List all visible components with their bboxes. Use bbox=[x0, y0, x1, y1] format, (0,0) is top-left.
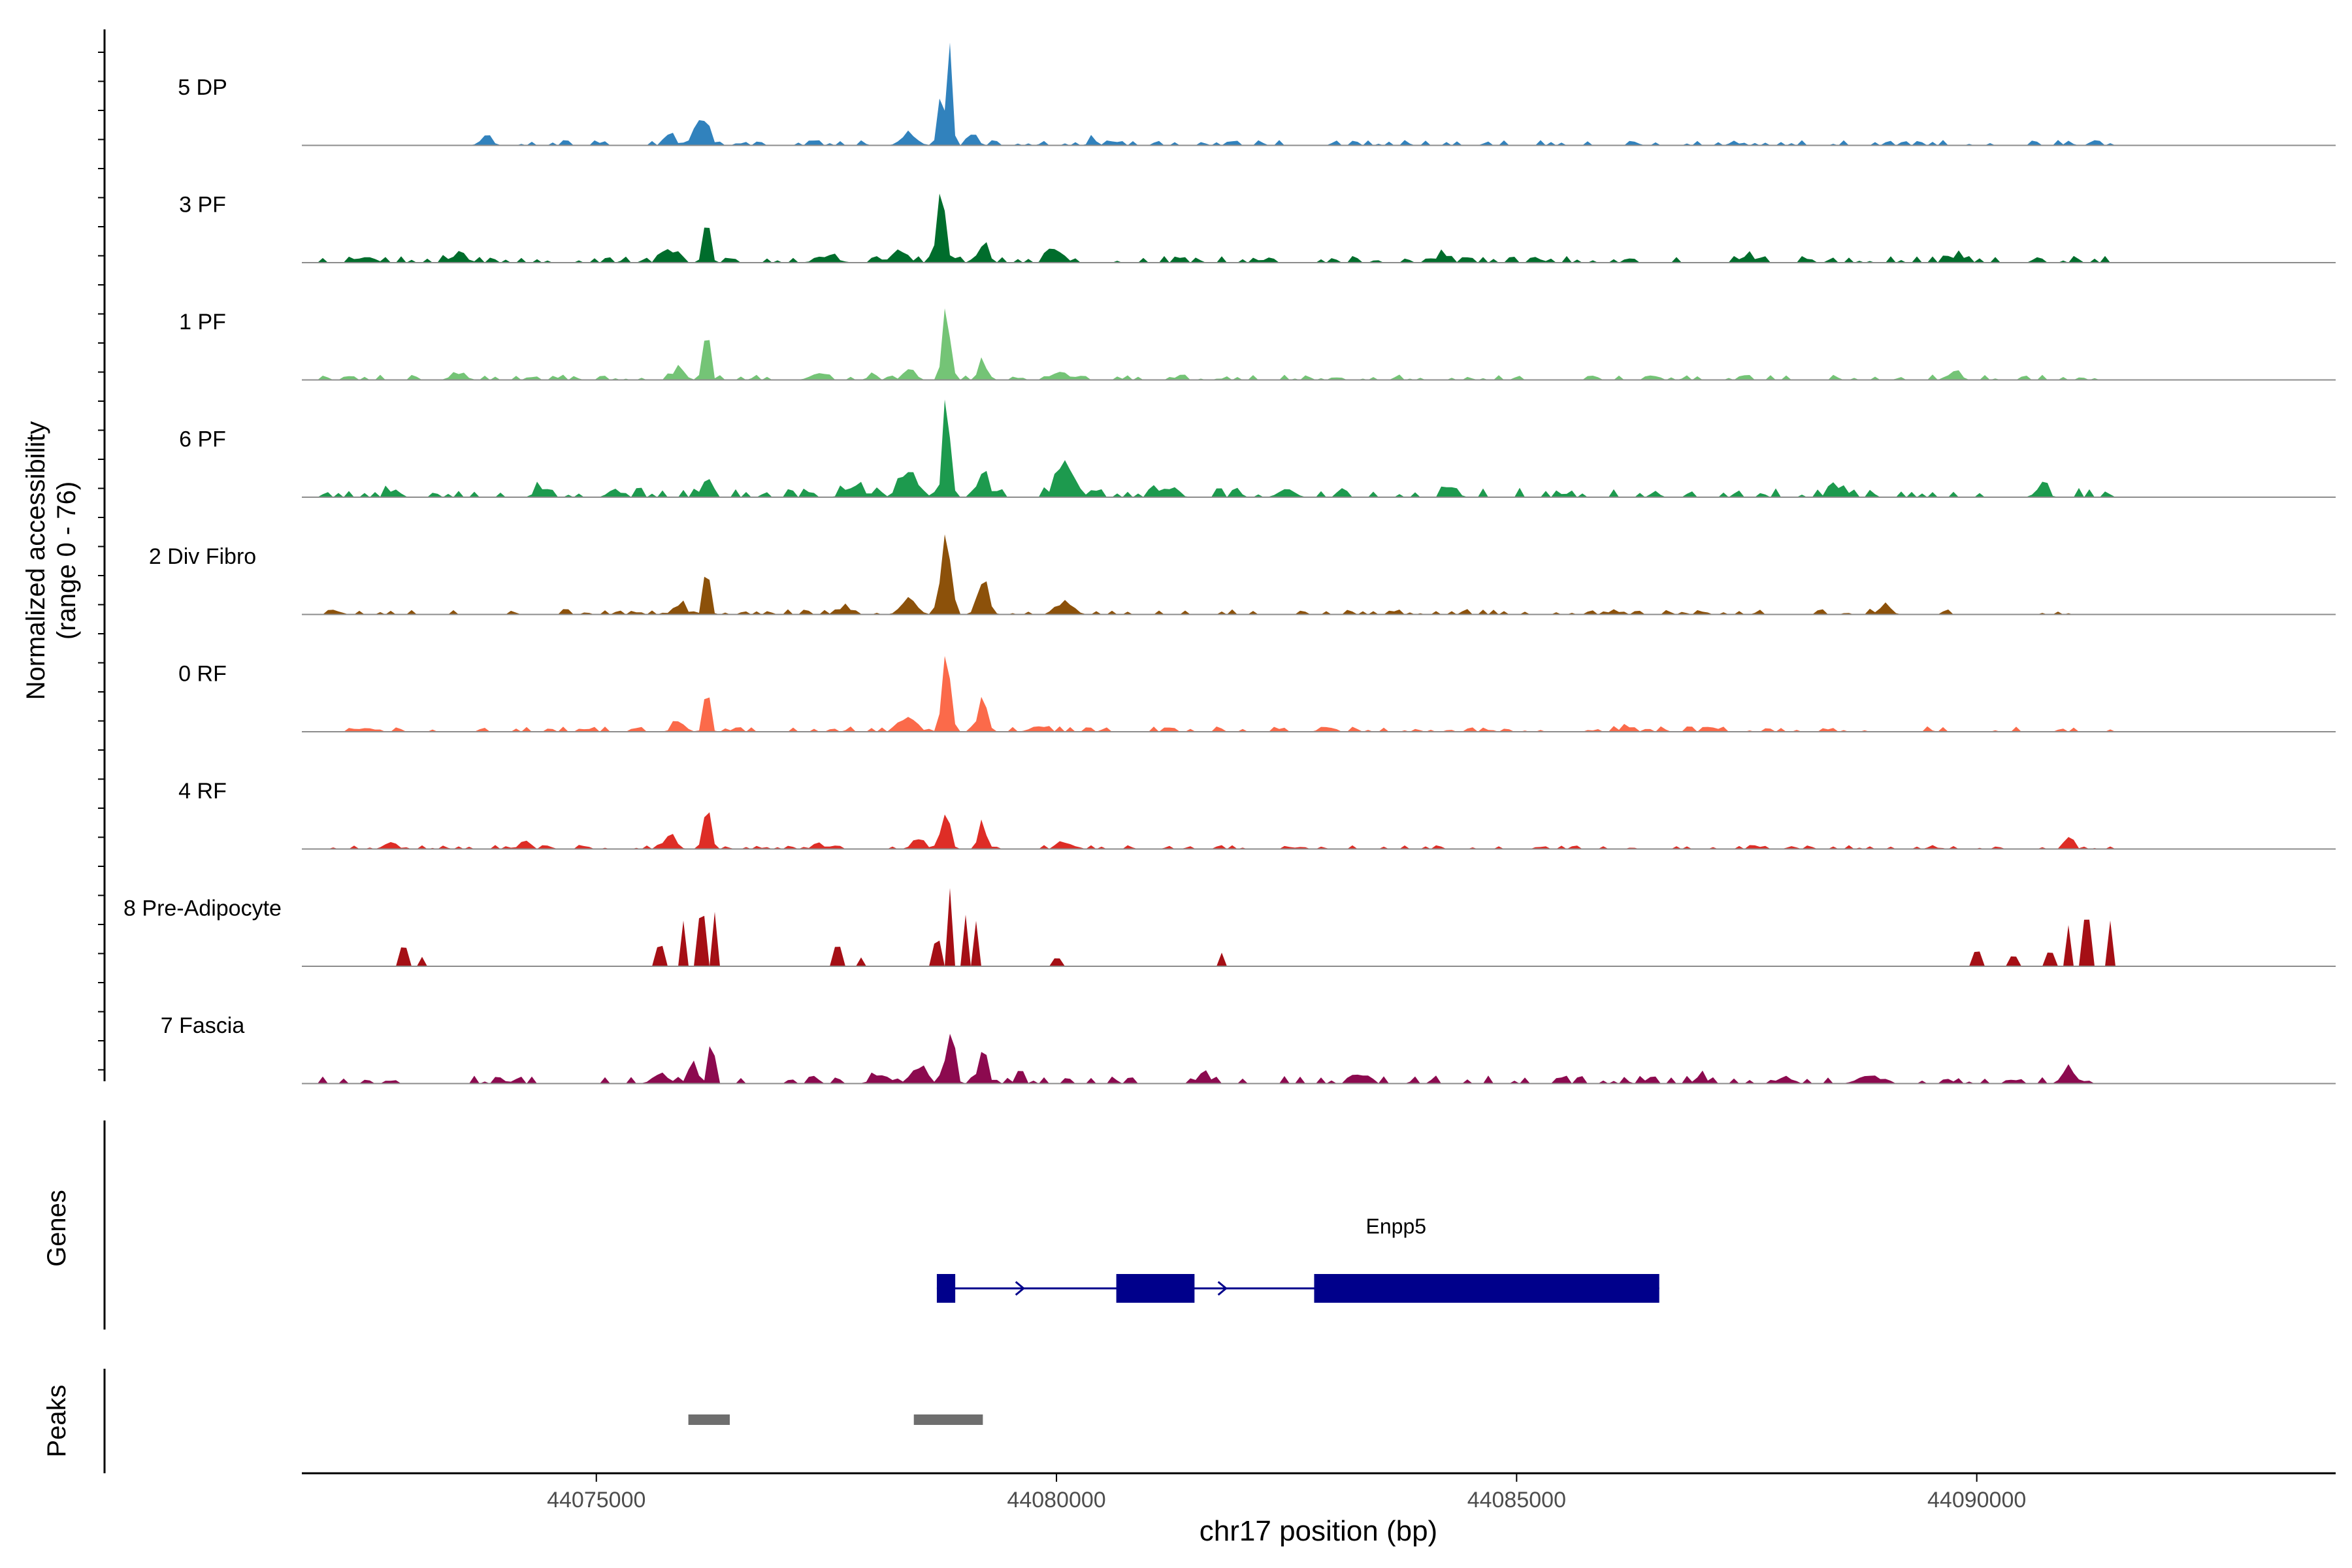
gene-exon bbox=[1116, 1274, 1195, 1303]
gene-strand-arrow bbox=[1217, 1281, 1228, 1296]
track-5-dp: 5 DP bbox=[178, 42, 2336, 146]
gene-strand-arrow bbox=[937, 1281, 947, 1296]
track-label: 4 RF bbox=[178, 779, 227, 804]
coverage-area bbox=[302, 534, 2336, 615]
peak-region bbox=[913, 1414, 983, 1425]
peak-track bbox=[688, 1414, 983, 1425]
coverage-area bbox=[302, 1034, 2336, 1084]
track-label: 8 Pre-Adipocyte bbox=[123, 896, 282, 921]
coverage-area bbox=[302, 812, 2336, 849]
track-3-pf: 3 PF bbox=[179, 193, 2336, 263]
track-6-pf: 6 PF bbox=[179, 399, 2336, 498]
track-7-fascia: 7 Fascia bbox=[161, 1013, 2336, 1085]
track-label: 5 DP bbox=[178, 75, 227, 100]
coverage-area bbox=[302, 656, 2336, 732]
gene-exon bbox=[1314, 1274, 1659, 1303]
x-tick-label: 44085000 bbox=[1467, 1488, 1566, 1512]
track-4-rf: 4 RF bbox=[178, 779, 2336, 850]
x-tick-label: 44080000 bbox=[1007, 1488, 1105, 1512]
gene-name-label: Enpp5 bbox=[1366, 1215, 1427, 1238]
x-axis-ticks: 44075000 44080000 44085000 44090000 bbox=[547, 1473, 2026, 1512]
coverage-area bbox=[302, 399, 2336, 497]
track-label: 3 PF bbox=[179, 193, 226, 218]
coverage-area bbox=[302, 888, 2336, 966]
track-2-div-fibro: 2 Div Fibro bbox=[149, 534, 2336, 615]
x-tick-label: 44075000 bbox=[547, 1488, 645, 1512]
gene-strand-arrow bbox=[1015, 1281, 1026, 1296]
peaks-panel-label: Peaks bbox=[42, 1384, 71, 1457]
track-label: 1 PF bbox=[179, 310, 226, 335]
track-0-rf: 0 RF bbox=[178, 656, 2336, 732]
coverage-area bbox=[302, 193, 2336, 263]
track-1-pf: 1 PF bbox=[179, 308, 2336, 381]
track-label: 7 Fascia bbox=[161, 1013, 245, 1038]
coverage-area bbox=[302, 308, 2336, 380]
coverage-area bbox=[302, 42, 2336, 146]
y-axis-ticks bbox=[98, 52, 105, 1071]
x-axis-label: chr17 position (bp) bbox=[1200, 1515, 1437, 1547]
track-label: 2 Div Fibro bbox=[149, 544, 256, 569]
y-axis-label: Normalized accessibility bbox=[22, 421, 50, 700]
track-label: 6 PF bbox=[179, 427, 226, 452]
peak-region bbox=[688, 1414, 730, 1425]
track-8-pre-adipocyte: 8 Pre-Adipocyte bbox=[123, 888, 2336, 967]
x-tick-label: 44090000 bbox=[1927, 1488, 2026, 1512]
gene-track: Enpp5 bbox=[936, 1215, 1659, 1303]
y-axis-range-label: (range 0 - 76) bbox=[52, 482, 81, 640]
track-label: 0 RF bbox=[178, 662, 227, 687]
genes-panel-label: Genes bbox=[42, 1190, 71, 1267]
coverage-tracks: 5 DP 3 PF 1 PF 6 PF 2 Div Fibro 0 RF 4 RF 8 Pre… bbox=[123, 42, 2336, 1085]
